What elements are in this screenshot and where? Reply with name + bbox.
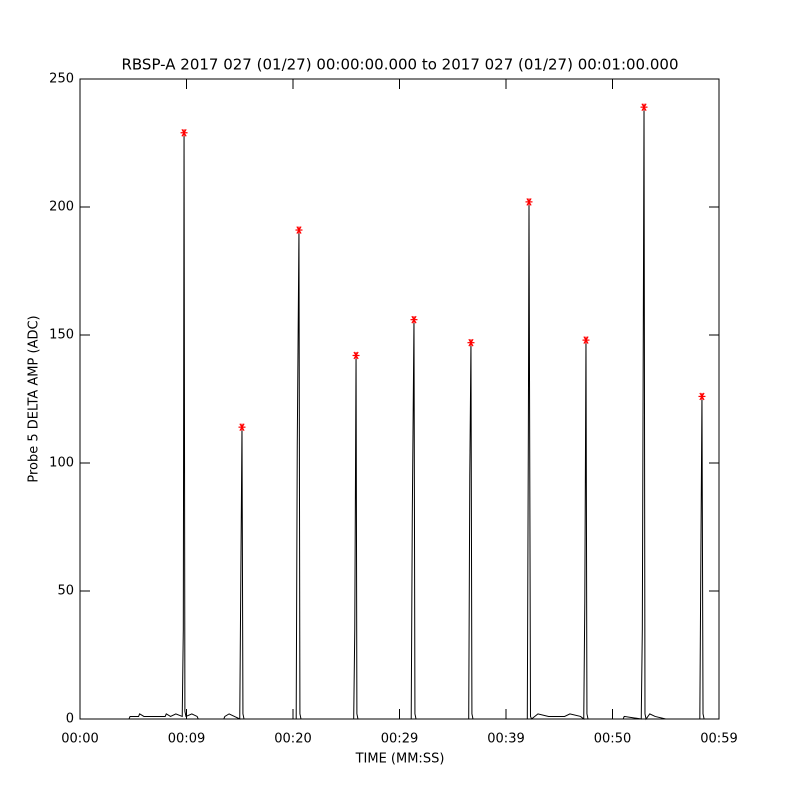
y-axis-label: Probe 5 DELTA AMP (ADC)	[27, 315, 42, 482]
peak-marker	[238, 423, 246, 431]
y-tick-label: 150	[49, 328, 74, 343]
x-tick-label: 00:39	[487, 732, 524, 747]
peak-marker	[582, 336, 590, 344]
plot-frame	[79, 78, 720, 720]
peak-marker	[467, 338, 475, 347]
y-tick-label: 50	[57, 584, 74, 599]
peak-marker	[410, 315, 418, 324]
y-tick-label: 200	[49, 200, 74, 215]
peak-marker	[525, 198, 533, 206]
signal-line	[80, 107, 719, 721]
x-tick-label: 00:00	[61, 732, 98, 747]
peak-marker	[352, 351, 360, 360]
x-tick-label: 00:50	[594, 732, 631, 747]
x-axis-label: TIME (MM:SS)	[355, 752, 445, 767]
y-tick-label: 0	[66, 712, 74, 727]
peak-marker	[640, 103, 648, 111]
peak-marker	[295, 226, 303, 234]
y-tick-label: 100	[49, 456, 74, 471]
peak-marker	[698, 392, 706, 401]
y-tick-label: 250	[49, 72, 74, 87]
x-tick-label: 00:29	[381, 732, 418, 747]
chart-title: RBSP-A 2017 027 (01/27) 00:00:00.000 to …	[121, 56, 678, 74]
x-tick-label: 00:09	[168, 732, 205, 747]
peak-marker	[180, 128, 188, 137]
x-tick-label: 00:59	[700, 732, 737, 747]
x-tick-label: 00:20	[274, 732, 311, 747]
